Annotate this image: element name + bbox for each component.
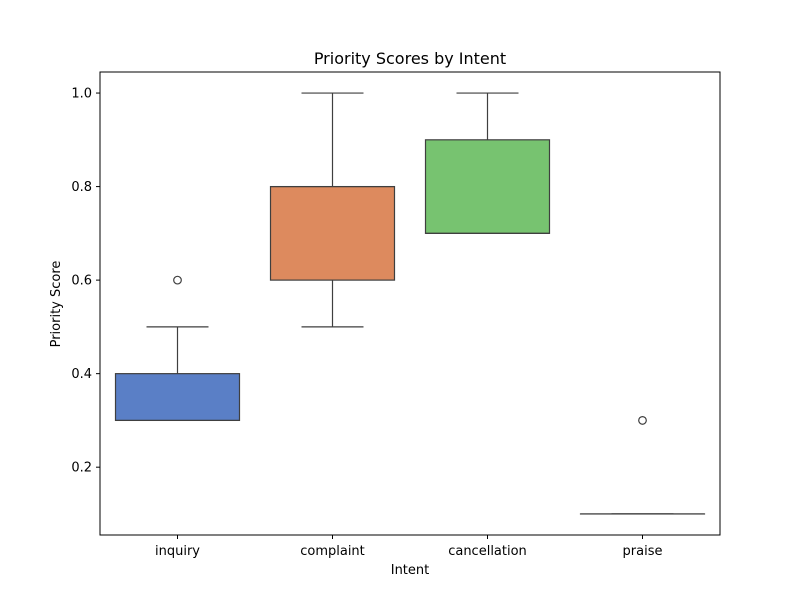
box-group-complaint xyxy=(269,92,396,328)
x-tick-label: cancellation xyxy=(448,544,527,559)
plot-frame xyxy=(99,71,721,536)
x-axis-label: Intent xyxy=(391,563,430,578)
box-group-inquiry xyxy=(114,275,241,422)
y-axis-label: Priority Score xyxy=(49,261,64,348)
box-cancellation xyxy=(424,139,551,234)
box-group-cancellation xyxy=(424,92,551,234)
outlier-point xyxy=(638,416,647,425)
box-group-praise xyxy=(579,416,706,515)
y-tick-label: 0.4 xyxy=(71,367,92,382)
outlier-point xyxy=(173,275,182,285)
y-tick-label: 0.8 xyxy=(71,180,92,195)
x-tick-label: praise xyxy=(623,544,663,559)
y-tick-label: 1.0 xyxy=(71,87,92,102)
plot-area xyxy=(114,92,706,515)
y-axis: 0.2 0.4 0.6 0.8 1.0 xyxy=(71,87,100,476)
box-complaint xyxy=(269,185,396,281)
chart-title: Priority Scores by Intent xyxy=(314,49,506,68)
box-inquiry xyxy=(114,373,241,422)
x-axis: inquiry complaint cancellation praise xyxy=(155,535,662,559)
x-tick-label: complaint xyxy=(300,544,365,559)
x-tick-label: inquiry xyxy=(155,544,200,559)
y-tick-label: 0.2 xyxy=(71,461,92,476)
y-tick-label: 0.6 xyxy=(71,274,92,289)
